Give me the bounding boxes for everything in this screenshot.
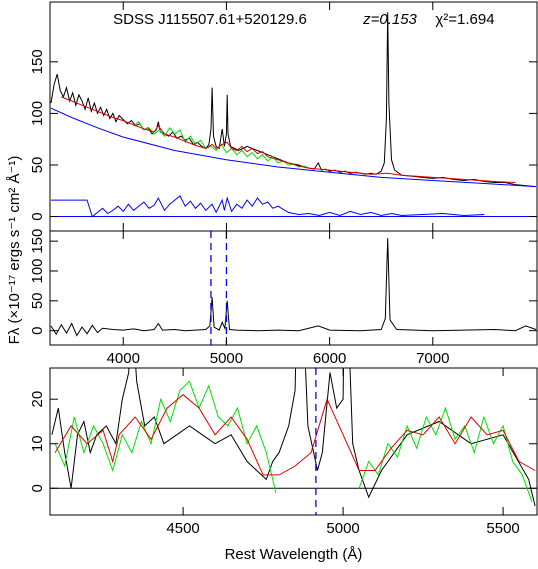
spectrum-line [50,12,537,188]
x-tick-label: 5000 [210,350,243,367]
annotation: z=0.153 [362,11,417,28]
x-tick-label: 5500 [486,520,519,537]
spectrum-line [54,394,536,476]
spectrum-line [51,195,485,218]
frame [49,367,538,516]
spectrum-line [50,238,537,337]
y-tick-label: 100 [29,258,46,283]
y-tick-label: 150 [29,229,46,254]
x-tick-label: 5000 [326,520,359,537]
annotation: χ²=1.694 [435,11,494,28]
y-tick-label: 0 [29,484,46,492]
spectrum-line [61,96,516,183]
x-tick-label: 7000 [416,350,449,367]
y-tick-label: 50 [29,157,46,174]
frame [49,1,538,232]
y-tick-label: 10 [29,435,46,452]
x-axis-label: Rest Wavelength (Å) [225,546,363,563]
x-tick-label: 6000 [313,350,346,367]
spectrum-line [133,120,310,169]
plot-area [50,368,537,515]
y-tick-label: 20 [29,391,46,408]
plot-area [50,12,537,218]
y-axis-label: Fλ (×10⁻¹⁷ ergs s⁻¹ cm² Å⁻¹) [6,156,23,345]
x-tick-label: 4500 [166,520,199,537]
y-tick-label: 50 [29,292,46,309]
frame [49,230,538,346]
y-tick-label: 150 [29,49,46,74]
y-tick-label: 100 [29,101,46,126]
annotation: SDSS J115507.61+520129.6 [113,11,307,28]
spectrum-line [50,107,537,188]
plot-area [50,231,537,345]
x-tick-label: 4000 [107,350,140,367]
y-tick-label: 0 [29,327,46,335]
spectrum-line [51,368,536,507]
y-tick-label: 0 [29,212,46,220]
